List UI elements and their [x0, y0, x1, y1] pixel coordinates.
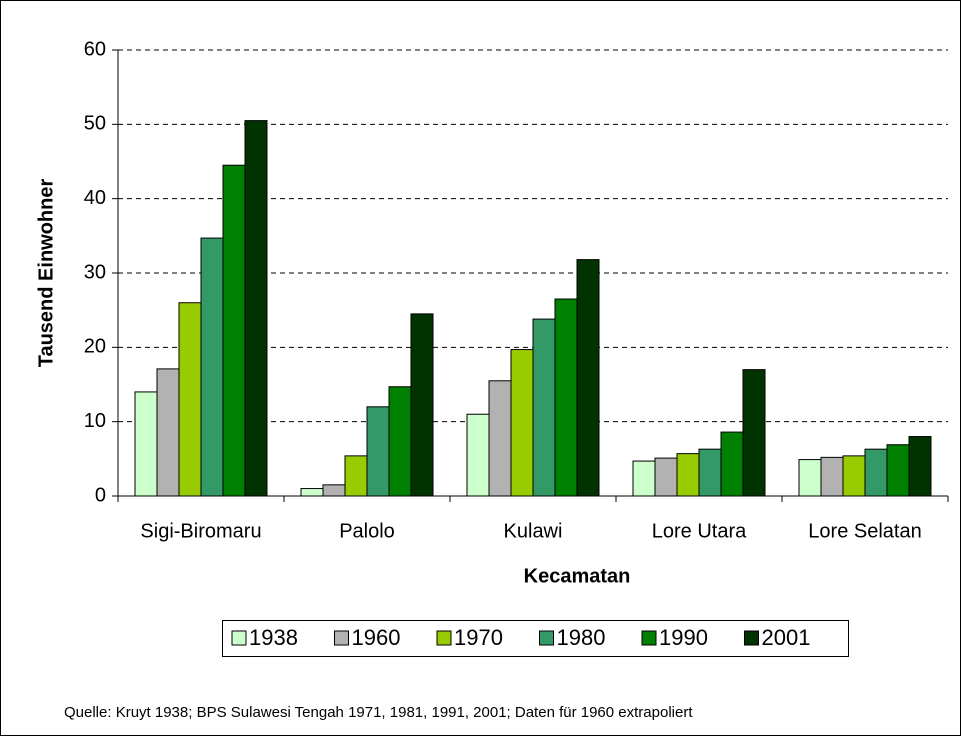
y-tick-label: 0	[95, 484, 106, 506]
bar	[322, 484, 346, 497]
bar	[654, 457, 678, 497]
bar	[300, 488, 324, 497]
bar	[134, 391, 158, 497]
x-tick-label: Palolo	[339, 520, 395, 542]
y-tick-label: 30	[84, 261, 106, 283]
y-tick-label: 40	[84, 187, 106, 209]
legend-label: 2001	[762, 625, 811, 650]
bar	[676, 453, 700, 497]
legend-swatch	[231, 630, 247, 646]
x-tick-label: Kulawi	[504, 520, 563, 542]
bar	[410, 313, 434, 497]
y-tick-label: 60	[84, 38, 106, 60]
bar	[720, 431, 744, 497]
bar	[200, 237, 224, 497]
bar	[864, 448, 888, 497]
bar	[466, 413, 490, 497]
y-axis-title: Tausend Einwohner	[35, 179, 57, 368]
y-tick-label: 10	[84, 410, 106, 432]
bar	[510, 349, 534, 497]
bar	[820, 456, 844, 497]
x-tick-label: Lore Utara	[652, 520, 747, 542]
legend-label: 1960	[352, 625, 401, 650]
bar	[178, 302, 202, 497]
x-tick-label: Sigi-Biromaru	[140, 520, 261, 542]
y-tick-label: 50	[84, 113, 106, 135]
bar	[488, 380, 512, 497]
legend-label: 1938	[249, 625, 298, 650]
bar	[222, 164, 246, 497]
source-note: Quelle: Kruyt 1938; BPS Sulawesi Tengah …	[64, 704, 693, 721]
y-tick-label: 20	[84, 336, 106, 358]
legend-label: 1990	[659, 625, 708, 650]
bar	[576, 259, 600, 497]
x-axis-title: Kecamatan	[524, 565, 631, 587]
bar	[344, 455, 368, 497]
bar	[798, 459, 822, 497]
x-tick-label: Lore Selatan	[808, 520, 921, 542]
bar	[244, 120, 268, 497]
bar	[156, 368, 180, 497]
legend-swatch	[436, 630, 452, 646]
legend-label: 1970	[454, 625, 503, 650]
legend-swatch	[334, 630, 349, 646]
bar	[632, 460, 656, 497]
bar	[742, 369, 766, 497]
legend-swatch	[744, 630, 759, 646]
bar	[886, 444, 910, 497]
bar	[842, 455, 866, 497]
bar	[698, 448, 722, 497]
legend-swatch	[539, 630, 554, 646]
legend-swatch	[641, 630, 657, 646]
bar	[532, 318, 556, 497]
bar	[366, 406, 390, 497]
bar	[388, 386, 412, 497]
bar	[554, 298, 578, 497]
bar	[908, 436, 932, 497]
legend-label: 1980	[557, 625, 606, 650]
